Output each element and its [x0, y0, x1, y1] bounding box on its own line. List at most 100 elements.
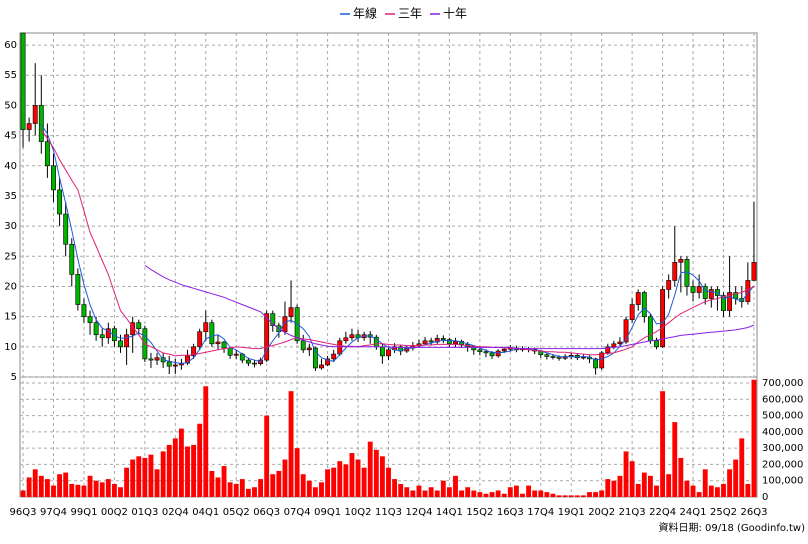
volume-bar: [611, 480, 617, 497]
volume-bar: [453, 475, 458, 497]
x-tick-label: 16Q3: [497, 507, 524, 518]
x-tick-label: 12Q4: [405, 507, 432, 518]
volume-bar: [727, 469, 733, 497]
volume-bar: [459, 490, 465, 497]
volume-bar: [721, 483, 726, 497]
volume-bar: [398, 483, 404, 497]
volume-bar: [197, 423, 203, 497]
candle-body: [154, 357, 160, 361]
candle-body: [81, 304, 87, 317]
volume-bar: [690, 485, 696, 497]
volume-bar: [647, 475, 653, 497]
volume-bar: [428, 487, 434, 497]
candle-body: [343, 337, 349, 342]
volume-bar: [215, 477, 221, 497]
volume-bar: [221, 466, 227, 497]
volume-bar: [654, 485, 659, 497]
volume-bar: [404, 487, 410, 497]
volume-bar: [605, 479, 611, 497]
x-tick-label: 96Q3: [10, 507, 37, 518]
y2-tick-label: 200,000: [762, 459, 803, 470]
x-tick-label: 97Q4: [40, 507, 67, 518]
y2-tick-label: 300,000: [762, 443, 803, 454]
volume-bar: [672, 422, 678, 497]
volume-bar: [118, 487, 123, 497]
candle-body: [666, 280, 672, 290]
x-tick-label: 17Q4: [527, 507, 554, 518]
candle-body: [75, 274, 81, 305]
candle-body: [300, 340, 306, 351]
candle-body: [605, 346, 611, 354]
volume-bar: [325, 469, 331, 497]
volume-bar: [142, 457, 148, 497]
volume-bar: [130, 459, 136, 497]
plot-frame: [19, 32, 758, 498]
y2-tick-label: 0: [762, 492, 768, 503]
y-tick-label: 35: [4, 191, 17, 202]
candle-body: [51, 165, 56, 191]
legend-label: 三年: [398, 7, 422, 21]
volume-bar: [75, 484, 81, 497]
x-tick-label: 00Q2: [101, 507, 128, 518]
volume-bar: [434, 490, 440, 497]
volume-bar: [416, 485, 422, 497]
x-tick-label: 01Q3: [131, 507, 158, 518]
candle-body: [550, 356, 556, 358]
candle-body: [434, 338, 440, 343]
volume-bar: [373, 449, 379, 497]
volume-bar: [203, 386, 209, 497]
candle-body: [105, 328, 111, 339]
y-tick-label: 50: [4, 100, 17, 111]
candle-body: [288, 307, 294, 317]
volume-bar: [148, 454, 154, 497]
candle-body: [702, 286, 708, 299]
candle-body: [672, 262, 678, 281]
volume-bar: [708, 485, 714, 497]
volume-bar: [93, 480, 99, 497]
volume-bar: [343, 464, 349, 497]
volume-bar: [562, 495, 568, 497]
x-tick-label: 04Q1: [192, 507, 219, 518]
x-tick-label: 14Q1: [436, 507, 463, 518]
volume-bar: [178, 428, 184, 497]
volume-bar: [185, 446, 190, 497]
candle-body: [87, 316, 93, 323]
volume-bar: [593, 492, 599, 497]
volume-bar: [465, 487, 471, 497]
volume-bar: [331, 467, 337, 497]
legend-label: 十年: [443, 7, 467, 21]
candle-body: [209, 322, 215, 345]
y-tick-label: 45: [4, 131, 17, 142]
volume-bar: [751, 379, 757, 497]
candle-body: [306, 347, 312, 351]
candle-body: [118, 340, 123, 348]
volume-bar: [568, 495, 574, 497]
volume-bar: [489, 492, 495, 497]
volume-bar: [209, 470, 215, 497]
x-tick-label: 22Q4: [649, 507, 676, 518]
candle-body: [215, 341, 221, 345]
ma-line: [40, 124, 755, 365]
x-tick-label: 26Q3: [740, 507, 767, 518]
candle-body: [422, 340, 428, 345]
volume-bar: [20, 490, 26, 497]
candle-body: [690, 286, 696, 293]
candle-body: [544, 354, 550, 357]
candle-body: [38, 105, 44, 142]
candle-body: [501, 348, 507, 352]
y-tick-label: 30: [4, 221, 17, 232]
candle-body: [233, 353, 239, 356]
y2-tick-label: 500,000: [762, 411, 803, 422]
volume-bar: [495, 490, 501, 497]
volume-bar: [57, 474, 63, 497]
volume-bar: [513, 485, 519, 497]
y-tick-label: 40: [4, 161, 17, 172]
volume-bar: [239, 479, 245, 497]
candle-body: [227, 347, 233, 356]
candle-body: [708, 289, 714, 299]
candle-body: [629, 304, 635, 320]
candle-body: [696, 286, 702, 293]
volume-bar: [507, 487, 513, 497]
candle-body: [440, 338, 446, 340]
y-tick-label: 10: [4, 342, 17, 353]
